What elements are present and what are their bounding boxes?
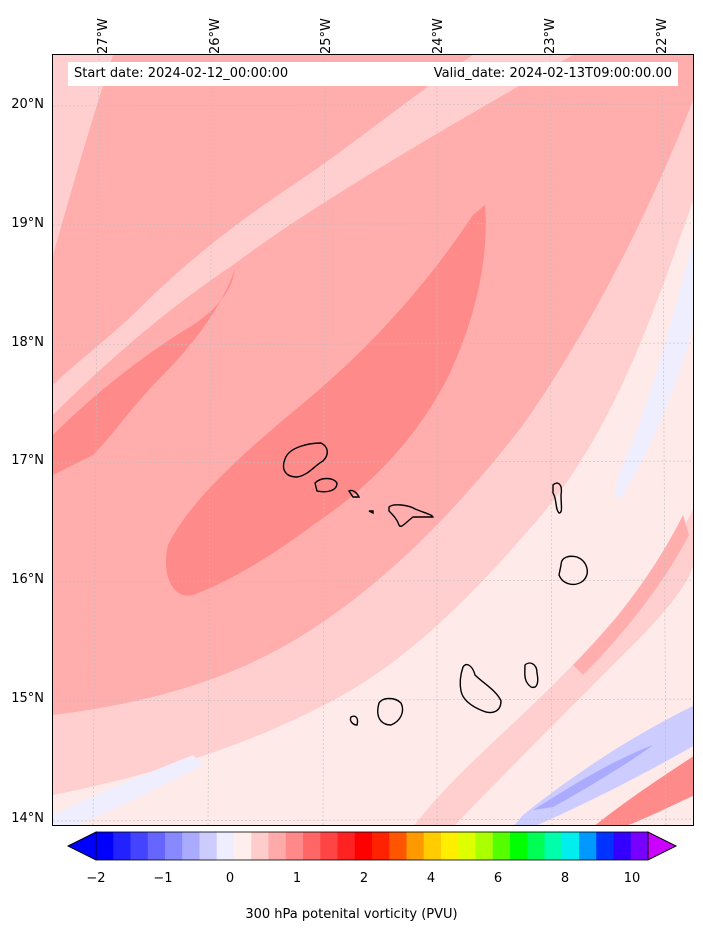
lon-label: 26°W [208, 18, 223, 54]
pv-contour-dark-west [53, 269, 235, 475]
colorbar-bin [165, 832, 183, 860]
lon-label: 23°W [543, 18, 558, 54]
island-sao-nicolau [388, 504, 434, 527]
colorbar-under-arrow [66, 831, 97, 861]
colorbar-bin [561, 832, 580, 860]
colorbar-bin [303, 832, 321, 860]
colorbar-bin [147, 832, 166, 860]
lat-label: 20°N [11, 97, 44, 112]
lon-label: 27°W [96, 18, 111, 54]
pv-streak-se-corner [595, 756, 693, 825]
lat-label: 17°N [11, 453, 44, 468]
colorbar-bin [130, 832, 149, 860]
island-brava [349, 715, 359, 726]
colorbar-bin [510, 832, 528, 860]
date-info-box: Start date: 2024-02-12_00:00:00 Valid_da… [68, 62, 678, 86]
colorbar-tick-label: −2 [86, 871, 106, 886]
colorbar-bin [234, 832, 252, 860]
colorbar-tick-label: 4 [426, 871, 436, 886]
island-santiago [459, 663, 502, 714]
colorbar-bin [268, 832, 287, 860]
colorbar-bins [96, 832, 649, 860]
graticule [53, 55, 693, 825]
pv-contour-medium-top [53, 55, 473, 385]
colorbar-tick-label: 0 [225, 871, 235, 886]
colorbar-bin [527, 832, 545, 860]
colorbar [66, 831, 678, 861]
colorbar-bin [596, 832, 614, 860]
colorbar-tick-label: 8 [560, 871, 570, 886]
island-santa-luzia [347, 489, 361, 498]
colorbar-bin [423, 832, 442, 860]
colorbar-tick-label: 2 [359, 871, 369, 886]
coastlines [282, 442, 588, 726]
island-sal [552, 482, 563, 514]
lat-label: 18°N [11, 335, 44, 350]
lat-label: 15°N [11, 691, 44, 706]
colorbar-bin [285, 832, 304, 860]
colorbar-bin [579, 832, 597, 860]
colorbar-bin [96, 832, 114, 860]
pv-streak-se-1 [414, 509, 693, 825]
lon-label: 24°W [431, 18, 446, 54]
pv-trough-sw [53, 755, 203, 825]
pv-streak-se-2 [573, 515, 689, 675]
colorbar-bin [458, 832, 476, 860]
pv-trough-east [615, 242, 693, 498]
colorbar-bin [251, 832, 269, 860]
valid-date-label: Valid_date: 2024-02-13T09:00:00.00 [433, 66, 672, 81]
lon-label: 25°W [319, 18, 334, 54]
island-santo-antao [282, 442, 328, 478]
colorbar-bin [389, 832, 407, 860]
start-date-label: Start date: 2024-02-12_00:00:00 [74, 66, 289, 81]
colorbar-tick-label: −1 [153, 871, 173, 886]
lon-label: 22°W [655, 18, 670, 54]
colorbar-bin [320, 832, 338, 860]
lat-label: 14°N [11, 811, 44, 826]
colorbar-title: 300 hPa potenital vorticity (PVU) [245, 907, 458, 922]
pv-trough-se-inner [533, 745, 653, 810]
colorbar-bin [406, 832, 425, 860]
colorbar-outline [95, 831, 649, 861]
colorbar-bin [372, 832, 390, 860]
lat-label: 19°N [11, 216, 44, 231]
colorbar-tick-label: 10 [623, 871, 641, 886]
island-boa-vista [558, 555, 588, 586]
colorbar-over-arrow [647, 831, 678, 861]
colorbar-bin [199, 832, 218, 860]
colorbar-bin [337, 832, 356, 860]
island-maio [524, 662, 539, 689]
colorbar-tick-label: 1 [292, 871, 302, 886]
pv-contour-dark-core [165, 205, 486, 596]
island-fogo [377, 697, 404, 726]
colorbar-bin [544, 832, 563, 860]
map-canvas [53, 55, 693, 825]
map-panel[interactable] [52, 54, 694, 826]
island-raso [368, 510, 374, 515]
colorbar-bin [182, 832, 200, 860]
lat-label: 16°N [11, 572, 44, 587]
colorbar-bin [216, 832, 235, 860]
island-sao-vicente [314, 477, 338, 493]
colorbar-bin [354, 832, 373, 860]
colorbar-bin [113, 832, 131, 860]
colorbar-tick-label: 6 [493, 871, 503, 886]
colorbar-bin [475, 832, 494, 860]
colorbar-bin [630, 832, 649, 860]
colorbar-bin [441, 832, 459, 860]
colorbar-bin [613, 832, 632, 860]
colorbar-bin [492, 832, 511, 860]
